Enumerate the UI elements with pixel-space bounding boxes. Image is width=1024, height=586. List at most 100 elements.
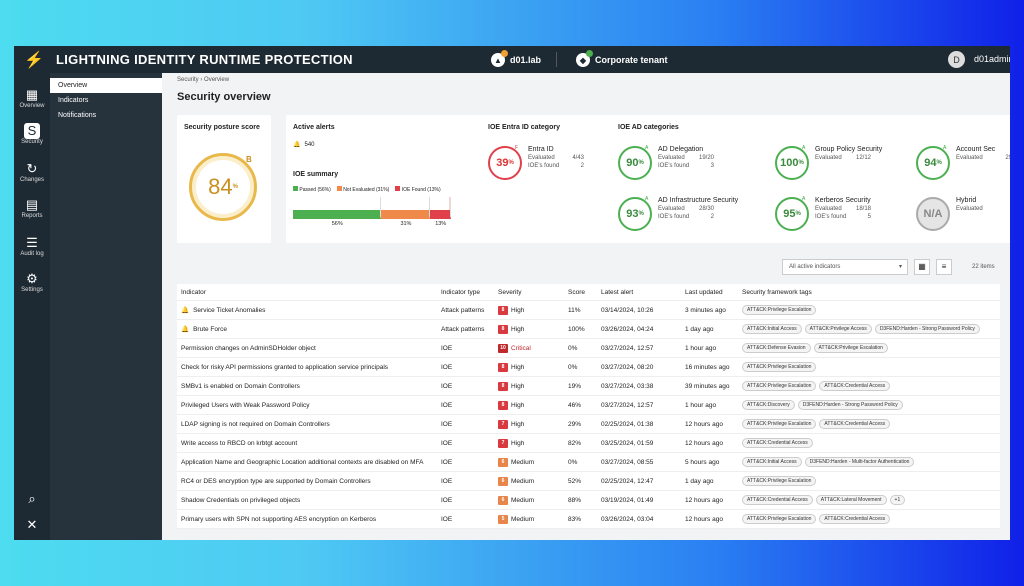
framework-tag[interactable]: D3FEND:Harden - Multi-factor Authenticat… [804,457,915,467]
close-button[interactable]: ✕ [14,517,50,533]
user-name[interactable]: d01admin [974,54,1010,64]
list-view-button[interactable]: ≡ [936,259,952,275]
ad-category[interactable]: Hybrid Evaluated [956,197,983,212]
column-header[interactable]: Security framework tags [742,288,812,296]
column-header[interactable]: Score [568,288,585,296]
framework-tag[interactable]: ATT&CK:Credential Access [819,419,891,429]
column-header[interactable]: Last updated [685,288,723,296]
indicator-name[interactable]: Primary users with SPN not supporting AE… [181,515,377,523]
table-row[interactable]: Permission changes on AdminSDHolder obje… [177,339,1000,358]
indicator-name[interactable]: Application Name and Geographic Location… [181,458,424,466]
indicator-name[interactable]: Shadow Credentials on privileged objects [181,496,301,504]
table-row[interactable]: Primary users with SPN not supporting AE… [177,510,1000,529]
indicator-type: IOE [441,477,453,485]
subnav-item-notifications[interactable]: Notifications [58,112,97,119]
score: 82% [568,439,582,447]
divider [556,52,557,67]
indicator-name[interactable]: RC4 or DES encryption type are supported… [181,477,371,485]
severity: 7 High [498,415,566,433]
framework-tag[interactable]: D3FEND:Harden - Strong Password Policy [874,324,980,334]
rail-item-changes[interactable]: ↻ Changes [14,161,50,183]
grid-view-button[interactable]: ▦ [914,259,930,275]
framework-tag[interactable]: ATT&CK:Initial Access [742,457,802,467]
indicator-name[interactable]: Write access to RBCD on krbtgt account [181,439,298,447]
ioe-bar-segment[interactable]: 56% [293,197,382,227]
rail-item-overview[interactable]: ▦ Overview [14,87,50,109]
ioe-bar-segment[interactable]: 13% [430,197,451,227]
ad-category[interactable]: AD Infrastructure Security Evaluated 28/30… [658,197,739,220]
framework-tag[interactable]: ATT&CK:Privilege Escalation [742,381,817,391]
framework-tag[interactable]: ATT&CK:Privilege Escalation [742,362,817,372]
rail-item-audit-log[interactable]: ☰ Audit log [14,235,50,257]
column-header[interactable]: Indicator [181,288,206,296]
framework-tag[interactable]: ATT&CK:Privilege Escalation [742,476,817,486]
column-header[interactable]: Severity [498,288,522,296]
severity: 6 Medium [498,472,566,490]
ad-category[interactable]: Group Policy Security Evaluated 12/12 [815,146,883,161]
framework-tag[interactable]: ATT&CK:Credential Access [742,495,813,505]
indicator-name[interactable]: SMBv1 is enabled on Domain Controllers [181,382,300,390]
ioe-bar-label: 56% [331,221,343,227]
column-header[interactable]: Indicator type [441,288,481,296]
last-updated: 12 hours ago [685,420,723,428]
table-row[interactable]: Check for risky API permissions granted … [177,358,1000,377]
framework-tag[interactable]: ATT&CK:Privilege Escalation [742,514,817,524]
indicator-name[interactable]: Privileged Users with Weak Password Poli… [181,401,310,409]
indicator-name[interactable]: Check for risky API permissions granted … [181,363,389,371]
entra-category[interactable]: Entra ID Evaluated 4/43 IOE's found 2 [528,146,584,169]
environment-selector[interactable]: ▲ d01.lab [491,50,542,67]
framework-tag[interactable]: ATT&CK:Privilege Escalation [742,305,817,315]
ioe-bar-chart: 56% 31% 13% [293,197,451,227]
framework-tag[interactable]: ATT&CK:Privilege Escalation [742,419,817,429]
indicator-name[interactable]: Service Ticket Anomalies [193,306,266,314]
rail-item-reports[interactable]: ▤ Reports [14,197,50,219]
environment-name: d01.lab [510,55,542,65]
search-button[interactable]: ⌕ [14,491,50,507]
subnav-item-overview[interactable]: Overview [50,78,162,93]
indicator-name[interactable]: Brute Force [193,325,228,333]
table-row[interactable]: 🔔 Brute Force Attack patterns 8 High 100% 03/2… [177,320,1000,339]
posture-card[interactable]: Security posture score 84% B [177,115,271,243]
framework-tag[interactable]: ATT&CK:Discovery [742,400,795,410]
avatar[interactable]: D [948,51,965,68]
table-row[interactable]: Write access to RBCD on krbtgt account IO… [177,434,1000,453]
indicator-type: IOE [441,515,453,523]
framework-tag[interactable]: ATT&CK:Privilege Access [804,324,872,334]
search-icon: ⌕ [28,491,36,506]
alert-count[interactable]: 🔔 540 [293,141,315,149]
ad-category[interactable]: Kerberos Security Evaluated 18/18 IOE's fou… [815,197,871,220]
rail-item-settings[interactable]: ⚙ Settings [14,271,50,293]
indicator-name[interactable]: Permission changes on AdminSDHolder obje… [181,344,316,352]
indicator-filter-select[interactable]: All active indicators ▾ [782,259,908,275]
framework-tags: ATT&CK:Privilege Escalation [742,358,1000,376]
rail-item-security[interactable]: S Security [21,123,43,145]
subnav-item-indicators[interactable]: Indicators [58,97,89,104]
framework-tag[interactable]: ATT&CK:Credential Access [819,514,891,524]
latest-alert: 03/26/2024, 03:04 [601,515,654,523]
table-row[interactable]: Application Name and Geographic Location… [177,453,1000,472]
table-row[interactable]: LDAP signing is not required on Domain C… [177,415,1000,434]
ioe-bar-segment[interactable]: 31% [381,197,431,227]
table-row[interactable]: SMBv1 is enabled on Domain Controllers IO… [177,377,1000,396]
indicator-name[interactable]: LDAP signing is not required on Domain C… [181,420,330,428]
score: 0% [568,458,578,466]
table-row[interactable]: Privileged Users with Weak Password Poli… [177,396,1000,415]
column-header[interactable]: Latest alert [601,288,634,296]
table-row[interactable]: 🔔 Service Ticket Anomalies Attack patterns… [177,301,1000,320]
tenant-selector[interactable]: ◆ Corporate tenant [576,50,668,67]
table-row[interactable]: Shadow Credentials on privileged objects… [177,491,1000,510]
framework-tag[interactable]: ATT&CK:Credential Access [742,438,813,448]
framework-tag[interactable]: ATT&CK:Defense Evasion [742,343,811,353]
table-row[interactable]: RC4 or DES encryption type are supported… [177,472,1000,491]
framework-tag[interactable]: D3FEND:Harden - Strong Password Policy [797,400,903,410]
framework-tag[interactable]: ATT&CK:Privilege Escalation [813,343,888,353]
framework-tag[interactable]: ATT&CK:Initial Access [742,324,802,334]
framework-tag[interactable]: ATT&CK:Lateral Movement [815,495,887,505]
framework-tag[interactable]: ATT&CK:Credential Access [819,381,891,391]
breadcrumb-root[interactable]: Security [177,77,199,83]
latest-alert: 02/25/2024, 01:38 [601,420,654,428]
ad-category[interactable]: AD Delegation Evaluated 19/20 IOE's found 3 [658,146,714,169]
framework-tag[interactable]: +1 [889,495,906,505]
legend-ioe-found: IOE Found (13%) [395,186,441,193]
